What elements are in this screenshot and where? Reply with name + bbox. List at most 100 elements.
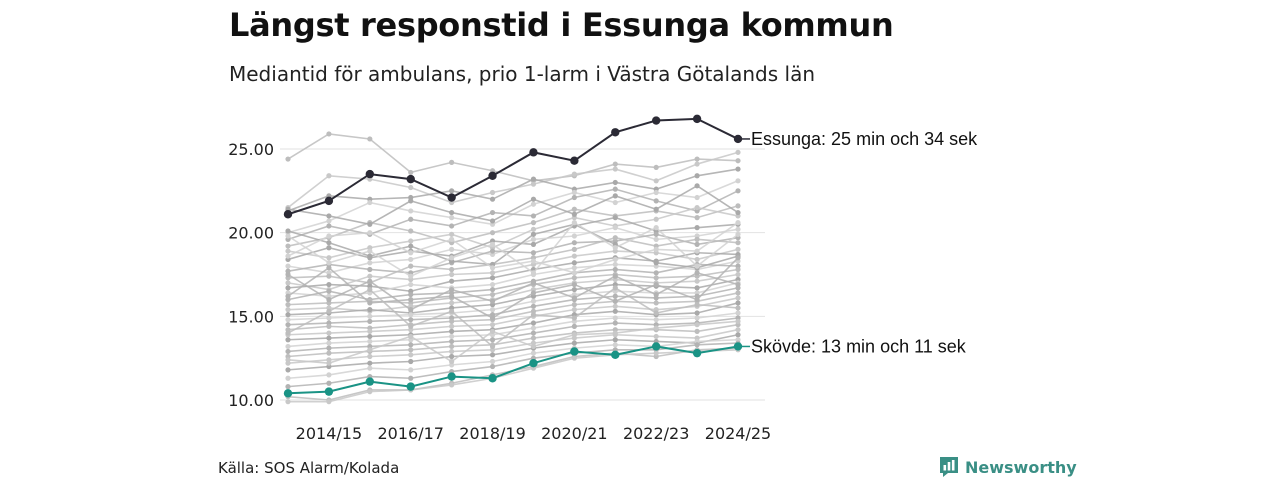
- background-line: [287, 333, 739, 371]
- background-point: [694, 183, 700, 189]
- background-line: [287, 287, 739, 326]
- chart-title: Längst responstid i Essunga kommun: [229, 6, 894, 44]
- background-point: [449, 323, 455, 329]
- line-chart: 10.00 15.00 20.00 25.00 2014/15 2016/17 2018/…: [228, 114, 978, 443]
- background-point: [285, 343, 291, 350]
- background-series-line: [285, 345, 741, 403]
- background-point: [571, 307, 577, 313]
- background-point: [489, 189, 496, 196]
- highlight-point: [692, 348, 702, 358]
- background-point: [489, 196, 496, 202]
- background-line: [287, 251, 739, 293]
- background-point: [367, 347, 373, 353]
- background-point: [694, 328, 700, 334]
- background-point: [449, 293, 455, 299]
- background-line: [287, 320, 739, 364]
- background-point: [489, 275, 496, 281]
- background-point: [326, 340, 332, 346]
- highlight-point: [283, 389, 293, 398]
- background-point: [285, 271, 291, 278]
- background-point: [571, 189, 577, 196]
- background-point: [367, 360, 373, 366]
- y-tick-label: 10.00: [228, 391, 274, 410]
- background-line: [287, 342, 739, 388]
- background-point: [285, 348, 291, 355]
- x-tick-label: 2016/17: [377, 424, 443, 443]
- background-point: [653, 333, 659, 340]
- background-point: [530, 280, 537, 286]
- background-point: [408, 367, 414, 373]
- highlight-point: [365, 169, 375, 179]
- background-point: [530, 176, 537, 182]
- background-point: [735, 300, 741, 306]
- background-point: [408, 256, 414, 263]
- background-point: [653, 216, 659, 222]
- background-point: [653, 310, 659, 316]
- background-point: [408, 375, 414, 381]
- background-point: [653, 206, 659, 212]
- background-point: [408, 347, 414, 353]
- background-point: [489, 298, 496, 304]
- background-point: [326, 255, 332, 261]
- background-line: [287, 317, 739, 353]
- background-point: [285, 367, 291, 373]
- background-point: [653, 246, 659, 252]
- background-point: [367, 266, 373, 273]
- background-point: [449, 215, 455, 221]
- background-point: [285, 357, 291, 363]
- background-point: [694, 236, 700, 242]
- background-point: [530, 226, 537, 232]
- background-point: [408, 250, 414, 256]
- background-point: [735, 255, 741, 261]
- background-line: [287, 286, 739, 348]
- highlight-line: [287, 345, 739, 395]
- background-point: [530, 330, 537, 336]
- background-point: [489, 322, 496, 328]
- background-point: [612, 235, 618, 241]
- background-line: [288, 349, 739, 403]
- background-line: [287, 268, 739, 306]
- background-point: [571, 240, 577, 246]
- background-point: [571, 233, 577, 239]
- highlight-point: [733, 134, 743, 144]
- y-axis-ticks: 10.00 15.00 20.00 25.00: [228, 140, 274, 410]
- series-label: Skövde: 13 min och 11 sek: [751, 336, 967, 356]
- background-point: [326, 323, 332, 329]
- background-point: [449, 358, 455, 365]
- background-point: [571, 323, 577, 329]
- background-point: [326, 288, 332, 294]
- background-point: [449, 382, 455, 388]
- background-point: [489, 230, 496, 236]
- background-point: [694, 256, 700, 263]
- background-point: [612, 303, 618, 309]
- y-tick-label: 20.00: [228, 224, 274, 243]
- background-point: [367, 230, 373, 236]
- background-point: [612, 193, 618, 199]
- background-point: [571, 340, 577, 346]
- highlight-point: [447, 372, 456, 381]
- background-line: [287, 216, 739, 261]
- background-point: [285, 280, 291, 286]
- background-point: [735, 240, 741, 246]
- background-point: [326, 245, 332, 251]
- background-point: [367, 221, 373, 227]
- background-point: [285, 228, 291, 234]
- background-point: [694, 342, 700, 348]
- highlight-point: [651, 342, 661, 351]
- background-point: [449, 348, 455, 355]
- y-tick-label: 15.00: [228, 307, 274, 326]
- background-line: [287, 206, 739, 259]
- background-point: [367, 260, 373, 266]
- background-point: [612, 337, 618, 343]
- background-point: [694, 173, 700, 179]
- background-point: [694, 285, 700, 291]
- background-point: [571, 220, 577, 226]
- background-point: [694, 270, 700, 276]
- background-point: [489, 343, 496, 350]
- background-point: [449, 343, 455, 350]
- x-tick-label: 2022/23: [623, 424, 689, 443]
- background-point: [408, 291, 414, 298]
- background-point: [571, 206, 577, 212]
- background-point: [489, 241, 496, 247]
- background-point: [326, 218, 332, 224]
